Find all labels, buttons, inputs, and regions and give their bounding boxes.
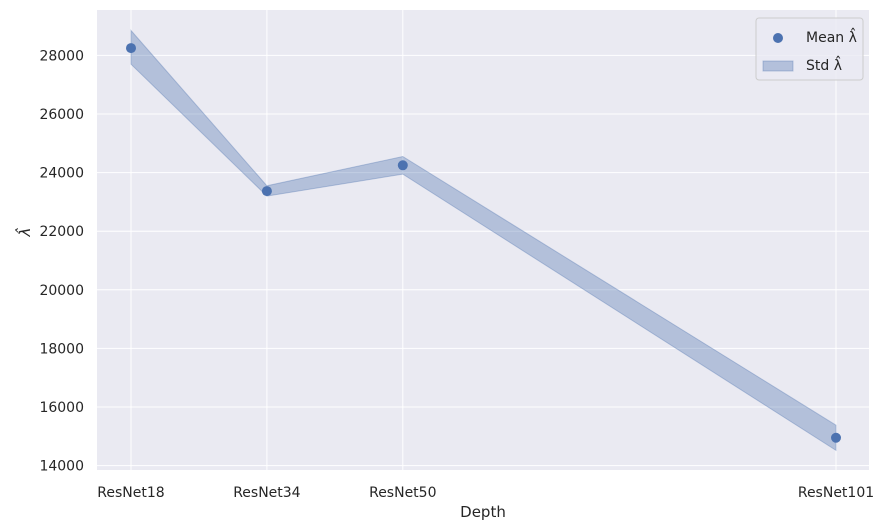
y-tick-label: 22000 [39,224,84,240]
legend-box [755,17,864,81]
y-tick-label: 18000 [39,341,84,357]
x-tick-labels: ResNet18 ResNet34 ResNet50 ResNet101 [97,485,874,501]
legend: Mean λ̂ Std λ̂ [755,17,864,81]
y-tick-label: 16000 [39,400,84,416]
mean-point [261,186,272,197]
x-tick-label: ResNet101 [798,485,874,501]
mean-point [397,160,408,171]
gridlines [97,10,869,470]
x-tick-label: ResNet34 [233,485,300,501]
y-tick-label: 24000 [39,166,84,182]
x-tick-label: ResNet18 [97,485,164,501]
mean-point [126,43,136,54]
y-tick-label: 28000 [39,48,84,64]
legend-label-mean: Mean λ̂ [806,27,857,46]
x-axis-label: Depth [460,503,506,521]
mean-point [831,432,841,443]
legend-marker-mean [773,33,783,43]
legend-label-std: Std λ̂ [806,55,842,74]
mean-points [126,43,841,443]
y-axis-label: λ̂ [14,227,34,237]
plot-background [97,10,869,470]
y-tick-label: 26000 [39,107,84,123]
std-band [130,29,837,452]
y-tick-label: 14000 [39,459,84,475]
x-tick-label: ResNet50 [369,485,436,501]
legend-marker-std [762,60,794,72]
y-tick-labels: 14000 16000 18000 20000 22000 24000 26000 28000 [39,48,84,474]
y-tick-label: 20000 [39,283,84,299]
